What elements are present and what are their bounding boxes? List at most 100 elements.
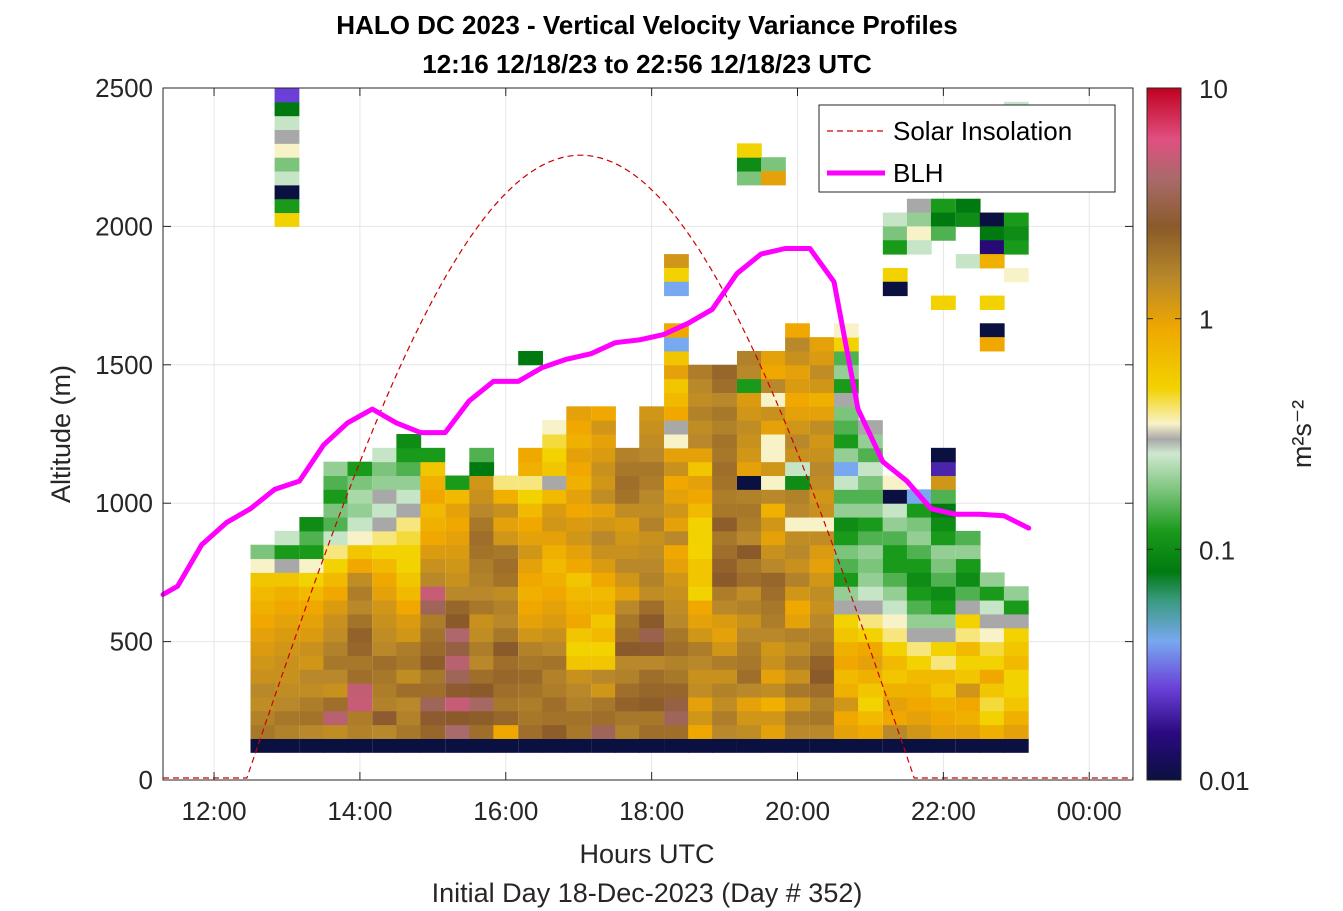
heatmap-cell [542, 710, 568, 726]
heatmap-cell [615, 544, 640, 560]
heatmap-cell [955, 254, 981, 269]
y-axis: 0 500 1000 1500 2000 2500 [95, 73, 1133, 795]
heatmap-cell [736, 710, 762, 726]
heatmap-cell [688, 738, 713, 753]
heatmap-cell [809, 655, 835, 670]
heatmap-cell [518, 655, 543, 670]
heatmap-cell [858, 613, 883, 629]
heatmap-cell [591, 738, 616, 753]
heatmap-cell [688, 503, 713, 518]
heatmap-cell [445, 627, 471, 643]
heatmap-cell [566, 544, 592, 560]
chart-subtitle: 12:16 12/18/23 to 22:56 12/18/23 UTC [422, 49, 872, 79]
heatmap-cell [274, 184, 300, 200]
heatmap-cell [396, 586, 422, 601]
heatmap-cell [493, 641, 519, 656]
heatmap-cell [615, 461, 640, 477]
heatmap-cell [688, 696, 713, 712]
heatmap-cell [785, 378, 810, 393]
heatmap-cell [664, 434, 689, 449]
heatmap-cell [736, 544, 762, 560]
heatmap-cell [518, 738, 543, 753]
heatmap-cell [664, 503, 689, 518]
heatmap-cell [396, 530, 422, 546]
heatmap-cell [445, 517, 471, 532]
heatmap-cell [1003, 613, 1029, 629]
heatmap-cells [250, 88, 1029, 753]
heatmap-cell [664, 641, 689, 656]
heatmap-cell [420, 447, 446, 463]
heatmap-cell [785, 350, 810, 366]
heatmap-cell [274, 710, 300, 726]
heatmap-cell [882, 267, 908, 283]
heatmap-cell [761, 420, 786, 435]
heatmap-cell [761, 447, 786, 463]
heatmap-cell [591, 641, 616, 656]
heatmap-cell [566, 724, 592, 739]
heatmap-cell [736, 558, 762, 573]
heatmap-cell [615, 475, 640, 490]
heatmap-cell [809, 517, 835, 532]
heatmap-cell [712, 613, 737, 629]
heatmap-cell [591, 489, 616, 504]
heatmap-cell [469, 461, 495, 477]
heatmap-cell [736, 655, 762, 670]
heatmap-cell [591, 420, 616, 435]
heatmap-cell [420, 503, 446, 518]
heatmap-cell [930, 627, 956, 643]
heatmap-cell [688, 586, 713, 601]
heatmap-cell [858, 572, 883, 587]
heatmap-cell [809, 683, 835, 698]
heatmap-cell [736, 600, 762, 615]
heatmap-cell [785, 696, 810, 712]
heatmap-cell [906, 240, 932, 255]
heatmap-cell [493, 669, 519, 684]
heatmap-cell [664, 696, 689, 712]
heatmap-cell [615, 627, 640, 643]
x-tick-label: 18:00 [619, 796, 684, 826]
heatmap-cell [1003, 267, 1029, 283]
heatmap-cell [882, 655, 908, 670]
y-tick-label: 1000 [95, 488, 153, 518]
heatmap-cell [761, 378, 786, 393]
heatmap-cell [372, 696, 398, 712]
heatmap-cell [396, 447, 422, 463]
heatmap-cell [420, 558, 446, 573]
heatmap-cell [420, 544, 446, 560]
heatmap-cell [785, 544, 810, 560]
heatmap-cell [979, 226, 1005, 241]
heatmap-cell [882, 530, 908, 546]
colorbar-tick-label: 0.1 [1199, 535, 1235, 565]
heatmap-cell [250, 572, 276, 587]
heatmap-cell [445, 738, 471, 753]
heatmap-cell [858, 710, 883, 726]
heatmap-cell [833, 613, 859, 629]
heatmap-cell [566, 696, 592, 712]
heatmap-cell [372, 600, 398, 615]
heatmap-cell [493, 530, 519, 546]
heatmap-cell [445, 489, 471, 504]
heatmap-cell [688, 447, 713, 463]
heatmap-cell [833, 586, 859, 601]
heatmap-cell [518, 696, 543, 712]
chart-title: HALO DC 2023 - Vertical Velocity Varianc… [336, 10, 957, 40]
heatmap-cell [906, 696, 932, 712]
heatmap-cell [591, 696, 616, 712]
heatmap-cell [445, 503, 471, 518]
heatmap-cell [809, 724, 835, 739]
heatmap-cell [396, 544, 422, 560]
heatmap-cell [906, 544, 932, 560]
heatmap-cell [785, 655, 810, 670]
heatmap-cell [955, 544, 981, 560]
heatmap-cell [274, 558, 300, 573]
heatmap-cell [372, 517, 398, 532]
heatmap-cell [372, 738, 398, 753]
heatmap-cell [299, 572, 325, 587]
heatmap-cell [858, 683, 883, 698]
heatmap-cell [906, 212, 932, 227]
heatmap-cell [274, 572, 300, 587]
heatmap-cell [664, 586, 689, 601]
heatmap-cell [664, 613, 689, 629]
heatmap-cell [591, 461, 616, 477]
heatmap-cell [688, 572, 713, 587]
